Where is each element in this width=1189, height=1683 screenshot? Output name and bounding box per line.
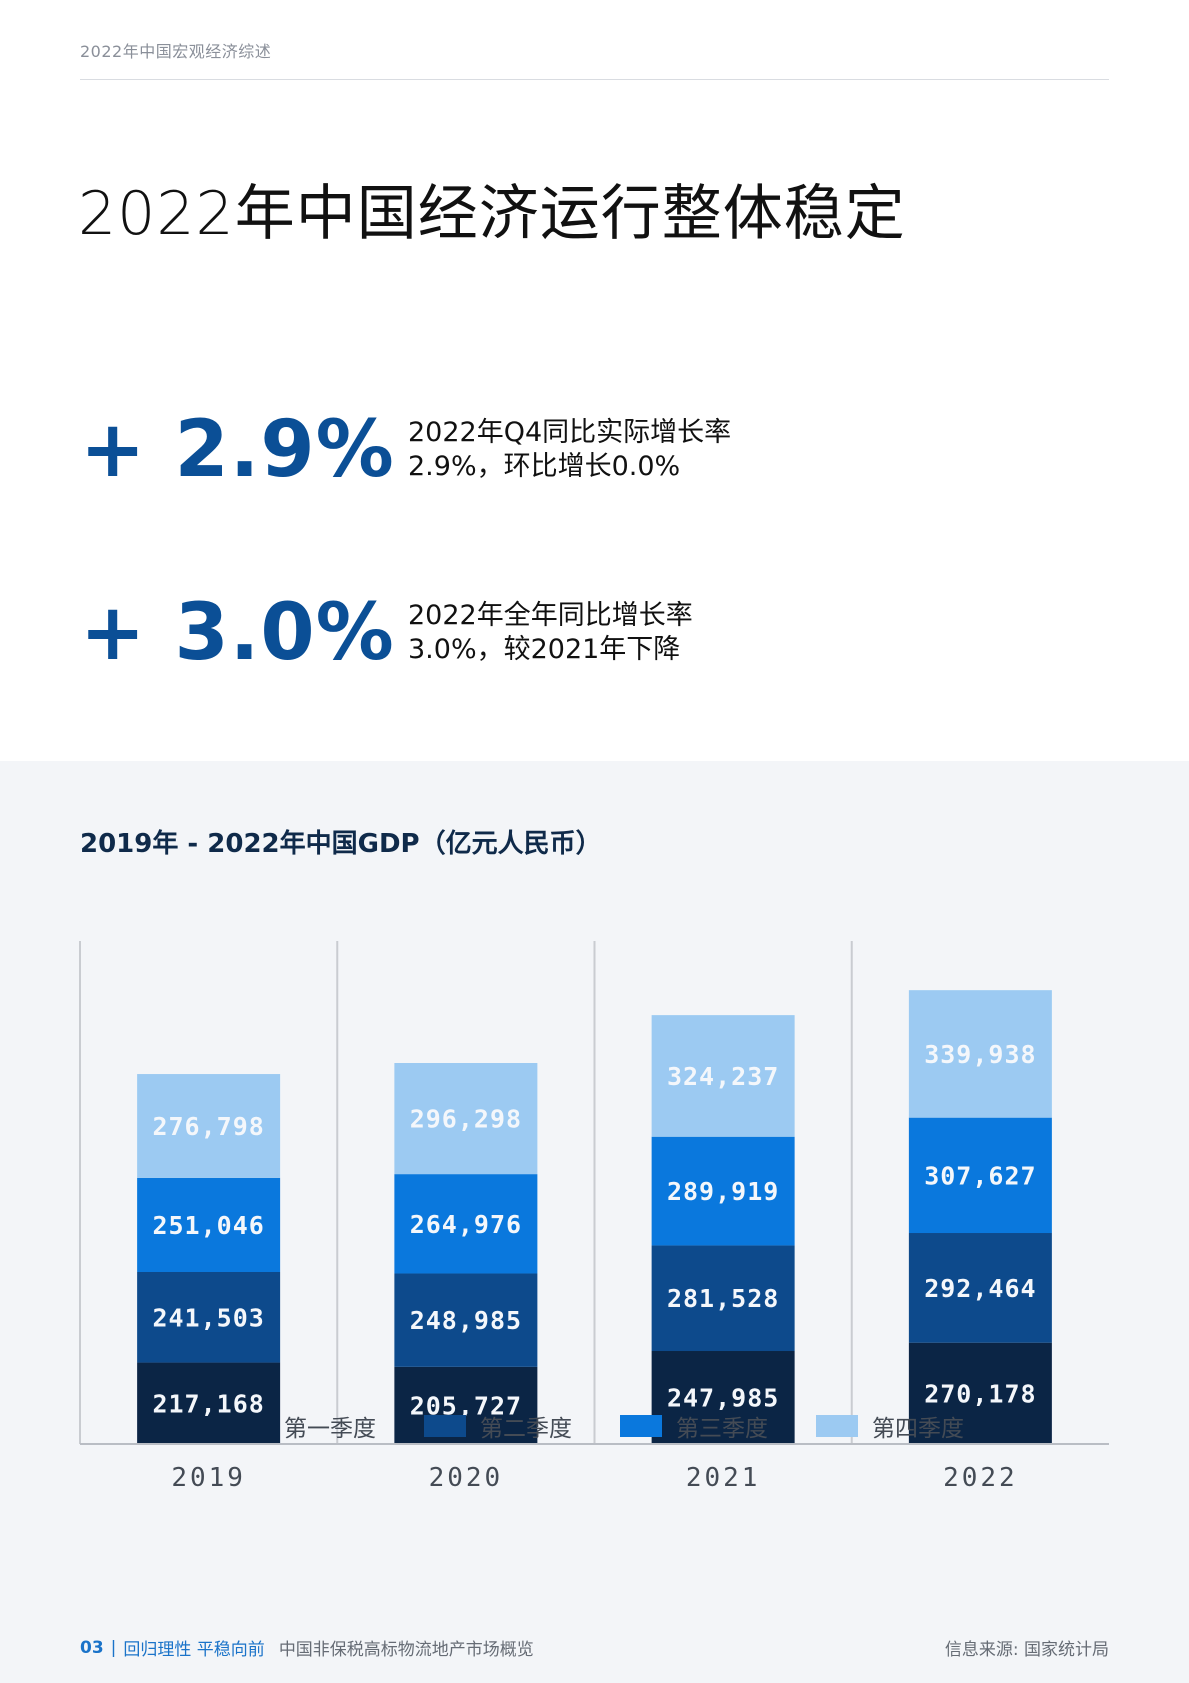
- chart-title: 2019年 - 2022年中国GDP（亿元人民币）: [80, 829, 602, 859]
- legend-label: 第四季度: [872, 1416, 964, 1442]
- stat-block-annual: + 3.0% 2022年全年同比增长率 3.0%，较2021年下降: [80, 588, 693, 678]
- gdp-stacked-bar-chart: 217,168241,503251,046276,7982019205,7272…: [79, 941, 1109, 1493]
- bar-value-label: 324,237: [667, 1062, 779, 1091]
- footer-slogan: 回归理性 平稳向前: [123, 1640, 265, 1660]
- bar-value-label: 292,464: [924, 1274, 1036, 1303]
- bar-value-label: 264,976: [410, 1210, 522, 1239]
- bar-segment-2021-q3: [651, 1136, 795, 1246]
- bar-value-label: 217,168: [152, 1389, 264, 1418]
- legend-item: 第二季度: [424, 1409, 572, 1443]
- page-title: 2022年中国经济运行整体稳定: [78, 179, 906, 249]
- stat-block-q4: + 2.9% 2022年Q4同比实际增长率 2.9%，环比增长0.0%: [80, 405, 731, 495]
- stat-desc-line: 2.9%，环比增长0.0%: [408, 451, 681, 482]
- footer-source: 信息来源: 国家统计局: [944, 1640, 1109, 1660]
- bar-value-label: 248,985: [410, 1306, 522, 1335]
- stat-desc-line: 2022年全年同比增长率: [408, 600, 693, 631]
- bar-value-label: 296,298: [410, 1105, 522, 1134]
- bar-value-label: 241,503: [152, 1303, 264, 1332]
- legend-label: 第二季度: [480, 1416, 572, 1442]
- bar-value-label: 276,798: [152, 1112, 264, 1141]
- page-footer: 03 | 回归理性 平稳向前 中国非保税高标物流地产市场概览 信息来源: 国家统…: [80, 1635, 1109, 1661]
- bar-segment-2022-q4: [908, 990, 1052, 1118]
- footer-separator: |: [110, 1637, 117, 1658]
- legend-swatch: [228, 1415, 270, 1437]
- bar-value-label: 251,046: [152, 1211, 264, 1240]
- legend-label: 第三季度: [676, 1416, 768, 1442]
- running-header: 2022年中国宏观经济综述: [80, 42, 272, 61]
- stat-description: 2022年全年同比增长率 3.0%，较2021年下降: [408, 599, 693, 667]
- bar-segment-2022-q1: [908, 1342, 1052, 1444]
- x-tick-label: 2020: [429, 1463, 504, 1493]
- bar-segment-2020-q4: [394, 1063, 538, 1175]
- bar-segment-2022-q3: [908, 1117, 1052, 1234]
- legend-item: 第一季度: [228, 1409, 376, 1443]
- legend-item: 第三季度: [620, 1409, 768, 1443]
- bar-segment-2019-q4: [137, 1074, 281, 1178]
- page-number: 03: [80, 1637, 104, 1658]
- legend-swatch: [620, 1415, 662, 1437]
- stat-desc-line: 2022年Q4同比实际增长率: [408, 417, 732, 448]
- bar-segment-2020-q3: [394, 1174, 538, 1274]
- bar-value-label: 270,178: [924, 1379, 1036, 1408]
- stat-value: + 3.0%: [80, 588, 395, 678]
- x-tick-label: 2021: [686, 1463, 761, 1493]
- x-tick-label: 2019: [171, 1463, 246, 1493]
- bar-segment-2020-q2: [394, 1273, 538, 1367]
- bar-value-label: 281,528: [667, 1284, 779, 1313]
- bar-value-label: 307,627: [924, 1161, 1036, 1190]
- bar-segment-2019-q2: [137, 1271, 281, 1363]
- bar-value-label: 247,985: [667, 1384, 779, 1413]
- bar-value-label: 339,938: [924, 1040, 1036, 1069]
- bar-segment-2021-q4: [651, 1015, 795, 1137]
- stat-desc-line: 3.0%，较2021年下降: [408, 634, 681, 665]
- bar-segment-2021-q2: [651, 1245, 795, 1352]
- bar-segment-2022-q2: [908, 1233, 1052, 1343]
- legend-label: 第一季度: [284, 1416, 376, 1442]
- chart-legend: 第一季度 第二季度 第三季度 第四季度: [228, 1409, 964, 1443]
- legend-swatch: [816, 1415, 858, 1437]
- legend-item: 第四季度: [816, 1409, 964, 1443]
- footer-document-title: 中国非保税高标物流地产市场概览: [278, 1640, 534, 1660]
- bar-segment-2019-q3: [137, 1177, 281, 1272]
- x-tick-label: 2022: [943, 1463, 1018, 1493]
- bar-segment-2021-q1: [651, 1351, 795, 1444]
- header-divider: [80, 79, 1109, 80]
- bar-value-label: 289,919: [667, 1177, 779, 1206]
- stat-value: + 2.9%: [80, 405, 395, 495]
- legend-swatch: [424, 1415, 466, 1437]
- gdp-chart-panel: 2019年 - 2022年中国GDP（亿元人民币） 217,168 241,503…: [0, 761, 1189, 1683]
- stat-description: 2022年Q4同比实际增长率 2.9%，环比增长0.0%: [408, 416, 731, 484]
